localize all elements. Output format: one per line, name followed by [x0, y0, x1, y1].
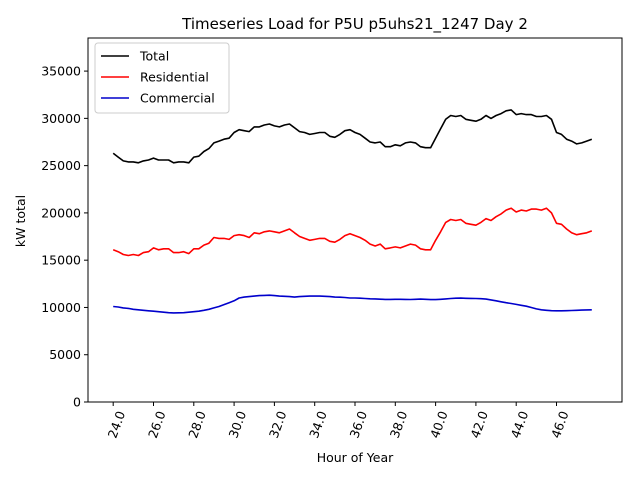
x-tick-label: 38.0: [387, 409, 411, 440]
legend-label-commercial: Commercial: [140, 91, 215, 106]
y-axis-label: kW total: [13, 195, 28, 247]
y-tick-label: 20000: [41, 205, 81, 220]
series-lines: [112, 109, 593, 314]
x-tick-label: 42.0: [467, 409, 491, 440]
x-tick-label: 24.0: [105, 409, 129, 440]
y-tick-label: 15000: [41, 253, 81, 268]
y-tick-label: 35000: [41, 64, 81, 79]
x-tick-label: 34.0: [306, 409, 330, 440]
x-tick-label: 28.0: [185, 409, 209, 440]
x-tick-label: 30.0: [226, 409, 250, 440]
x-tick-label: 26.0: [145, 409, 169, 440]
y-tick-label: 0: [73, 395, 81, 410]
legend-label-total: Total: [139, 49, 169, 64]
series-line-commercial: [113, 294, 592, 314]
y-tick-label: 25000: [41, 158, 81, 173]
x-tick-label: 36.0: [346, 409, 370, 440]
x-tick-label: 44.0: [508, 409, 532, 440]
x-tick-label: 40.0: [427, 409, 451, 440]
x-axis-ticks: 24.0 26.0 28.0 30.0 32.0 34.0 36.0 38.0 40.0 42.0…: [105, 402, 572, 440]
x-tick-label: 46.0: [548, 409, 572, 440]
y-tick-label: 10000: [41, 300, 81, 315]
legend-box: [94, 42, 230, 114]
legend: Total Residential Commercial: [94, 42, 230, 114]
x-tick-label: 32.0: [266, 409, 290, 440]
y-axis-ticks: 0 5000 10000 15000 20000 25000 30000 35000: [41, 64, 88, 410]
y-tick-label: 5000: [49, 347, 81, 362]
series-line-residential: [112, 207, 593, 257]
y-tick-label: 30000: [41, 111, 81, 126]
chart-title: Timeseries Load for P5U p5uhs21_1247 Day…: [181, 15, 528, 34]
series-line-total: [112, 109, 593, 164]
legend-label-residential: Residential: [140, 70, 209, 85]
x-axis-label: Hour of Year: [317, 450, 394, 465]
